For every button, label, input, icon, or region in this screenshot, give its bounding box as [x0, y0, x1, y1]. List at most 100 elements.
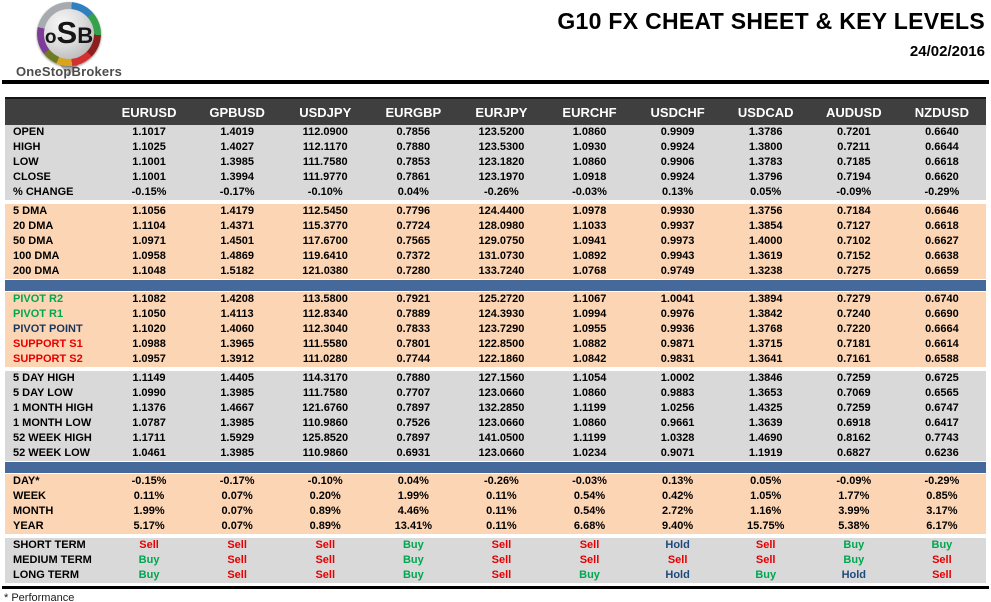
section-ohlc: OPEN 1.1017 1.4019 112.0900 0.7856 123.5200 1.…: [5, 125, 986, 200]
signal-cell: Sell: [755, 554, 776, 566]
value-cell: 0.7724: [396, 220, 431, 232]
fx-levels-table: EURUSD GPBUSD USDJPY EURGBP EURJPY EURCHF USDC…: [5, 97, 986, 583]
table-row: LONG TERM Buy Sell Sell Buy Sell Buy Hold Buy Hol…: [5, 568, 986, 583]
value-cell: 0.11%: [486, 490, 517, 502]
table-row: 200 DMA 1.1048 1.5182 121.0380 0.7280 133.724…: [5, 264, 986, 279]
value-cell: 1.0860: [572, 156, 607, 168]
value-cell: 1.1149: [132, 372, 166, 384]
value-cell: 1.0957: [132, 353, 166, 365]
row-label: SHORT TERM: [13, 539, 86, 551]
signal-cell: Buy: [138, 554, 160, 566]
value-cell: 1.4208: [220, 293, 254, 305]
section-divider-bar: [5, 280, 986, 291]
column-header-eurgbp: EURGBP: [385, 105, 442, 120]
table-row: 52 WEEK LOW 1.0461 1.3985 110.9860 0.6931 123…: [5, 446, 986, 461]
signal-cell: Buy: [402, 569, 424, 581]
row-label: SUPPORT S2: [13, 353, 83, 365]
value-cell: 0.9943: [660, 250, 695, 262]
value-cell: 1.1199: [572, 432, 607, 444]
table-row: % CHANGE -0.15% -0.17% -0.10% 0.04% -0.26% -0.…: [5, 185, 986, 200]
value-cell: 112.0900: [302, 126, 348, 138]
row-label: WEEK: [13, 490, 46, 502]
value-cell: 0.7259: [836, 402, 871, 414]
value-cell: 1.4869: [220, 250, 254, 262]
value-cell: -0.09%: [836, 186, 872, 198]
signal-cell: Buy: [138, 569, 160, 581]
signal-cell: Sell: [932, 554, 952, 566]
value-cell: 15.75%: [747, 520, 785, 532]
row-label: 200 DMA: [13, 265, 60, 277]
value-cell: 1.4060: [220, 323, 254, 335]
signal-cell: Sell: [579, 554, 600, 566]
value-cell: 112.8340: [302, 308, 348, 320]
section-gap: [5, 534, 986, 538]
value-cell: -0.15%: [131, 186, 167, 198]
value-cell: 0.9909: [660, 126, 695, 138]
table-row: PIVOT R1 1.1050 1.4113 112.8340 0.7889 124.39…: [5, 307, 986, 322]
row-label: 1 MONTH LOW: [13, 417, 92, 429]
value-cell: 114.3170: [302, 372, 348, 384]
row-label: YEAR: [13, 520, 44, 532]
column-header-gpbusd: GPBUSD: [209, 105, 265, 120]
value-cell: 0.6614: [925, 338, 959, 350]
table-row: PIVOT POINT 1.1020 1.4060 112.3040 0.7833 123…: [5, 322, 986, 337]
value-cell: 1.1919: [748, 447, 783, 459]
value-cell: 123.0660: [478, 417, 525, 429]
value-cell: 1.05%: [750, 490, 782, 502]
logo-letter-b: B: [77, 23, 94, 48]
signal-cell: Sell: [227, 554, 247, 566]
value-cell: 13.41%: [394, 520, 432, 532]
table-row: SHORT TERM Sell Sell Sell Buy Sell Sell Hold Sel…: [5, 538, 986, 553]
value-cell: 1.3756: [748, 205, 783, 217]
value-cell: 1.0842: [572, 353, 607, 365]
value-cell: 129.0750: [478, 235, 525, 247]
row-label: 100 DMA: [13, 250, 60, 262]
value-cell: 1.1376: [132, 402, 166, 414]
value-cell: 0.7707: [396, 387, 431, 399]
column-header-audusd: AUDUSD: [825, 105, 882, 120]
table-row: HIGH 1.1025 1.4027 112.1170 0.7880 123.5300 1.…: [5, 140, 986, 155]
table-row: SUPPORT S2 1.0957 1.3912 111.0280 0.7744 122.…: [5, 352, 986, 367]
value-cell: 113.5800: [302, 293, 348, 305]
signal-cell: Sell: [315, 539, 336, 551]
signal-cell: Sell: [227, 539, 247, 551]
value-cell: 1.4325: [748, 402, 783, 414]
table-row: LOW 1.1001 1.3985 111.7580 0.7853 123.1820 1.0…: [5, 155, 986, 170]
value-cell: 111.7580: [302, 387, 348, 399]
value-cell: 128.0980: [478, 220, 525, 232]
value-cell: 0.7194: [836, 171, 871, 183]
value-cell: 1.4371: [220, 220, 254, 232]
row-label: SUPPORT S1: [13, 338, 83, 350]
value-cell: 3.99%: [838, 505, 870, 517]
value-cell: 1.0955: [572, 323, 607, 335]
value-cell: 0.04%: [397, 186, 429, 198]
value-cell: 0.7127: [836, 220, 871, 232]
value-cell: 1.0860: [572, 126, 607, 138]
value-cell: 0.6747: [925, 402, 959, 414]
signal-cell: Hold: [665, 539, 690, 551]
value-cell: 0.89%: [309, 505, 341, 517]
value-cell: 0.6638: [925, 250, 959, 262]
value-cell: 1.0941: [572, 235, 607, 247]
brand-name: OneStopBrokers: [15, 64, 123, 79]
signal-cell: Buy: [755, 569, 777, 581]
value-cell: 0.7240: [836, 308, 871, 320]
value-cell: 1.4113: [220, 308, 254, 320]
table-row: 52 WEEK HIGH 1.1711 1.5929 125.8520 0.7897 14…: [5, 431, 986, 446]
signal-cell: Buy: [931, 539, 953, 551]
value-cell: -0.09%: [836, 475, 872, 487]
value-cell: 1.0234: [572, 447, 607, 459]
value-cell: 0.7853: [396, 156, 431, 168]
value-cell: 0.89%: [309, 520, 341, 532]
value-cell: 0.7744: [396, 353, 431, 365]
value-cell: 1.4405: [220, 372, 254, 384]
value-cell: 131.0730: [478, 250, 525, 262]
value-cell: 111.9770: [302, 171, 348, 183]
value-cell: 141.0500: [478, 432, 525, 444]
value-cell: 0.9871: [660, 338, 695, 350]
value-cell: 111.0280: [302, 353, 348, 365]
table-row: 1 MONTH HIGH 1.1376 1.4667 121.6760 0.7897 13…: [5, 401, 986, 416]
row-label: MONTH: [13, 505, 54, 517]
